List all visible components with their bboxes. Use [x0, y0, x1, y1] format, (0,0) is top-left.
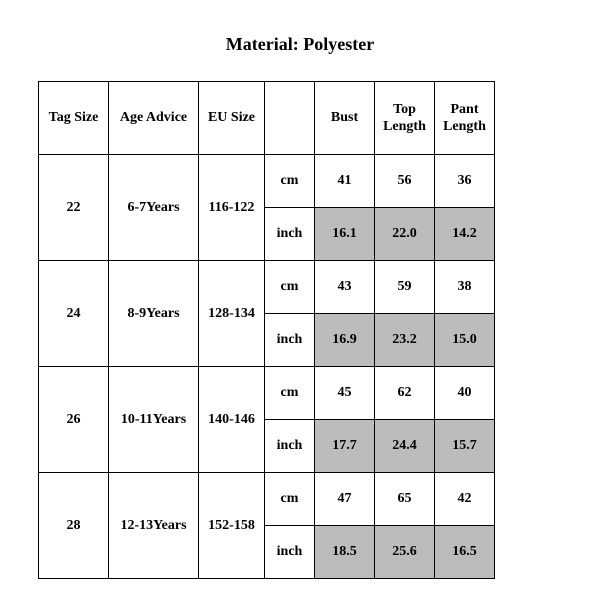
cell-top-cm: 59 [375, 261, 435, 314]
cell-unit-inch: inch [265, 420, 315, 473]
col-unit [265, 82, 315, 155]
cell-unit-inch: inch [265, 314, 315, 367]
table-row: 248-9Years128-134cm435938 [39, 261, 495, 314]
cell-age-advice: 12-13Years [109, 473, 199, 579]
cell-unit-inch: inch [265, 208, 315, 261]
cell-bust-inch: 18.5 [315, 526, 375, 579]
cell-age-advice: 6-7Years [109, 155, 199, 261]
cell-tag-size: 22 [39, 155, 109, 261]
cell-bust-inch: 17.7 [315, 420, 375, 473]
size-chart-page: Material: Polyester Tag Size Age Advice … [0, 0, 600, 600]
table-row: 2610-11Years140-146cm456240 [39, 367, 495, 420]
size-table: Tag Size Age Advice EU Size Bust Top Len… [38, 81, 495, 579]
cell-bust-inch: 16.1 [315, 208, 375, 261]
cell-bust-inch: 16.9 [315, 314, 375, 367]
cell-top-inch: 22.0 [375, 208, 435, 261]
cell-eu-size: 140-146 [199, 367, 265, 473]
cell-bust-cm: 47 [315, 473, 375, 526]
cell-pant-cm: 38 [435, 261, 495, 314]
cell-pant-inch: 16.5 [435, 526, 495, 579]
col-top-length: Top Length [375, 82, 435, 155]
cell-unit-cm: cm [265, 367, 315, 420]
cell-eu-size: 152-158 [199, 473, 265, 579]
table-body: 226-7Years116-122cm415636inch16.122.014.… [39, 155, 495, 579]
col-age-advice: Age Advice [109, 82, 199, 155]
cell-unit-inch: inch [265, 526, 315, 579]
cell-unit-cm: cm [265, 261, 315, 314]
table-row: 226-7Years116-122cm415636 [39, 155, 495, 208]
table-row: 2812-13Years152-158cm476542 [39, 473, 495, 526]
cell-tag-size: 28 [39, 473, 109, 579]
cell-top-inch: 23.2 [375, 314, 435, 367]
col-tag-size: Tag Size [39, 82, 109, 155]
cell-eu-size: 116-122 [199, 155, 265, 261]
cell-top-inch: 24.4 [375, 420, 435, 473]
cell-top-cm: 56 [375, 155, 435, 208]
cell-age-advice: 10-11Years [109, 367, 199, 473]
page-title: Material: Polyester [0, 34, 600, 55]
cell-pant-inch: 15.0 [435, 314, 495, 367]
col-pant-length: Pant Length [435, 82, 495, 155]
cell-pant-cm: 42 [435, 473, 495, 526]
cell-bust-cm: 43 [315, 261, 375, 314]
cell-top-cm: 62 [375, 367, 435, 420]
table-header-row: Tag Size Age Advice EU Size Bust Top Len… [39, 82, 495, 155]
cell-unit-cm: cm [265, 155, 315, 208]
cell-tag-size: 24 [39, 261, 109, 367]
cell-tag-size: 26 [39, 367, 109, 473]
cell-top-inch: 25.6 [375, 526, 435, 579]
cell-age-advice: 8-9Years [109, 261, 199, 367]
cell-unit-cm: cm [265, 473, 315, 526]
cell-pant-cm: 36 [435, 155, 495, 208]
cell-eu-size: 128-134 [199, 261, 265, 367]
cell-pant-cm: 40 [435, 367, 495, 420]
col-bust: Bust [315, 82, 375, 155]
cell-pant-inch: 14.2 [435, 208, 495, 261]
cell-top-cm: 65 [375, 473, 435, 526]
cell-bust-cm: 45 [315, 367, 375, 420]
cell-bust-cm: 41 [315, 155, 375, 208]
col-eu-size: EU Size [199, 82, 265, 155]
cell-pant-inch: 15.7 [435, 420, 495, 473]
